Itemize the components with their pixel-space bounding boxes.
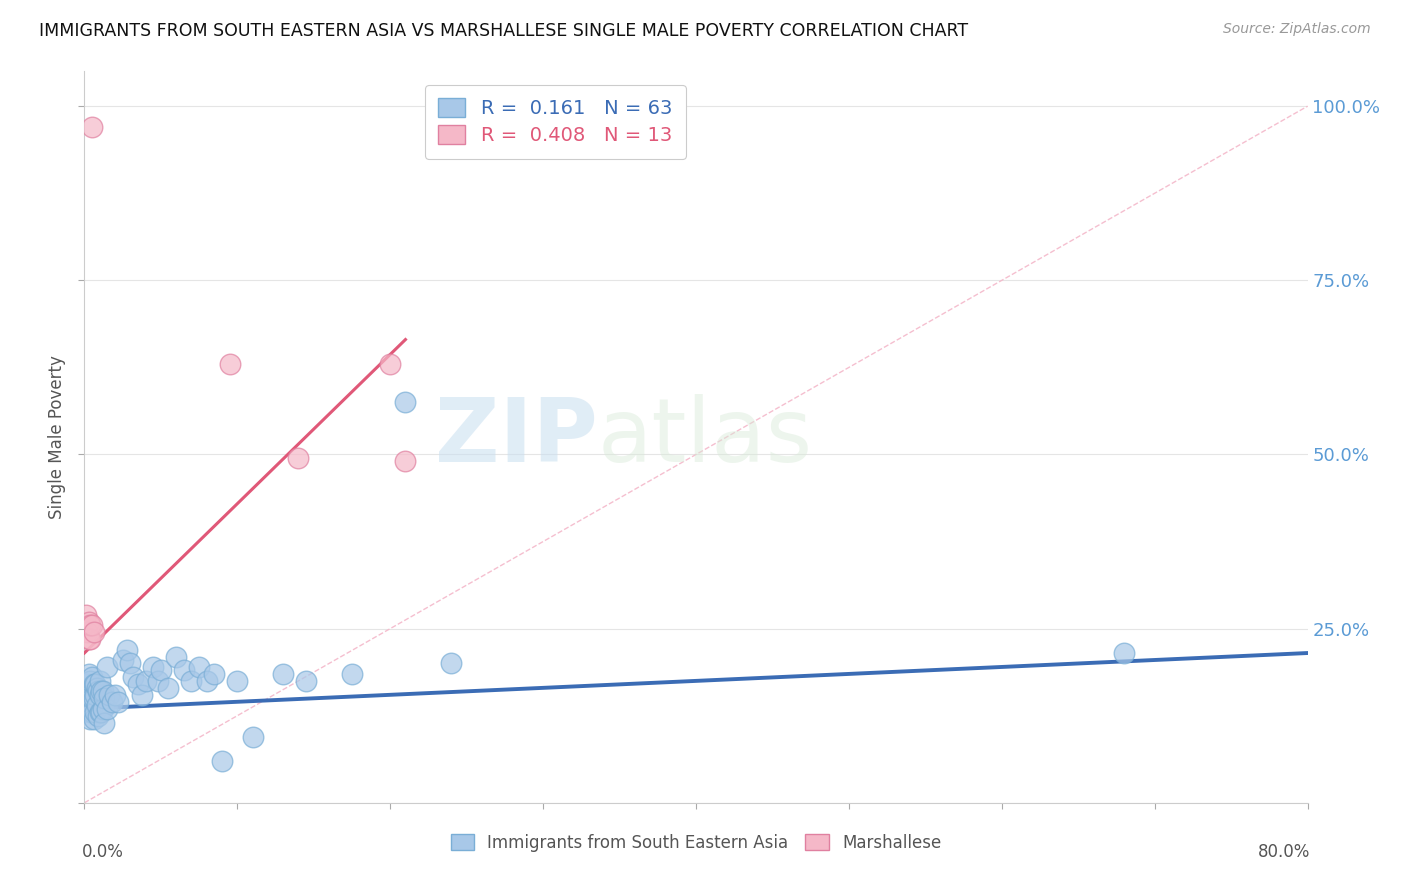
- Point: [394, 395, 416, 409]
- Text: atlas: atlas: [598, 393, 813, 481]
- Point: [76, 677, 98, 691]
- Point: [80, 120, 103, 134]
- Point: [380, 357, 402, 371]
- Point: [107, 695, 129, 709]
- Text: Source: ZipAtlas.com: Source: ZipAtlas.com: [1223, 22, 1371, 37]
- Point: [80, 705, 103, 719]
- Point: [76, 625, 98, 640]
- Point: [77, 667, 100, 681]
- Point: [101, 695, 124, 709]
- Point: [83, 712, 105, 726]
- Point: [271, 667, 294, 681]
- Point: [165, 649, 187, 664]
- Point: [90, 705, 112, 719]
- Point: [87, 708, 110, 723]
- Point: [122, 670, 145, 684]
- Point: [202, 667, 225, 681]
- Point: [440, 657, 463, 671]
- Point: [84, 688, 107, 702]
- Point: [75, 607, 97, 622]
- Point: [90, 684, 112, 698]
- Point: [84, 705, 107, 719]
- Point: [226, 673, 249, 688]
- Point: [131, 688, 153, 702]
- Point: [75, 688, 97, 702]
- Point: [91, 684, 114, 698]
- Point: [173, 664, 195, 678]
- Point: [80, 670, 103, 684]
- Point: [93, 691, 115, 706]
- Point: [142, 660, 165, 674]
- Point: [89, 688, 111, 702]
- Point: [79, 673, 101, 688]
- Text: 80.0%: 80.0%: [1257, 843, 1310, 861]
- Point: [87, 684, 110, 698]
- Point: [76, 698, 98, 713]
- Point: [188, 660, 211, 674]
- Point: [295, 673, 318, 688]
- Point: [83, 691, 105, 706]
- Point: [340, 667, 363, 681]
- Y-axis label: Single Male Poverty: Single Male Poverty: [48, 355, 66, 519]
- Point: [146, 673, 169, 688]
- Point: [394, 454, 416, 468]
- Point: [89, 673, 111, 688]
- Point: [96, 702, 118, 716]
- Point: [287, 450, 309, 465]
- Point: [1114, 646, 1136, 660]
- Point: [86, 698, 108, 713]
- Point: [149, 664, 172, 678]
- Text: ZIP: ZIP: [436, 393, 598, 481]
- Text: IMMIGRANTS FROM SOUTH EASTERN ASIA VS MARSHALLESE SINGLE MALE POVERTY CORRELATIO: IMMIGRANTS FROM SOUTH EASTERN ASIA VS MA…: [39, 22, 969, 40]
- Text: 0.0%: 0.0%: [82, 843, 124, 861]
- Point: [111, 653, 134, 667]
- Point: [97, 688, 120, 702]
- Point: [83, 677, 105, 691]
- Point: [79, 688, 101, 702]
- Point: [79, 632, 101, 646]
- Point: [83, 625, 105, 640]
- Point: [211, 754, 233, 768]
- Point: [104, 688, 127, 702]
- Point: [157, 681, 180, 695]
- Point: [127, 677, 149, 691]
- Point: [79, 712, 101, 726]
- Point: [80, 691, 103, 706]
- Point: [77, 705, 100, 719]
- Point: [77, 684, 100, 698]
- Point: [93, 715, 115, 730]
- Point: [86, 681, 108, 695]
- Point: [77, 632, 100, 646]
- Point: [91, 702, 114, 716]
- Point: [120, 657, 142, 671]
- Point: [135, 673, 157, 688]
- Point: [218, 357, 240, 371]
- Point: [79, 618, 101, 632]
- Point: [242, 730, 264, 744]
- Point: [195, 673, 218, 688]
- Point: [77, 615, 100, 629]
- Point: [180, 673, 202, 688]
- Point: [80, 618, 103, 632]
- Point: [96, 660, 118, 674]
- Legend: Immigrants from South Eastern Asia, Marshallese: Immigrants from South Eastern Asia, Mars…: [443, 826, 949, 860]
- Point: [89, 705, 111, 719]
- Point: [115, 642, 138, 657]
- Point: [84, 677, 107, 691]
